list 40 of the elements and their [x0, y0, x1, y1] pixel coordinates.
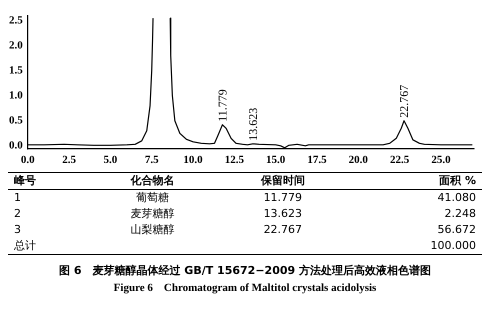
annotation: 11.779 — [216, 89, 230, 122]
text: 22.767 — [264, 223, 302, 236]
text: 总计 — [14, 239, 36, 252]
y-tick-label: 2.0 — [9, 39, 24, 52]
x-tick-label: 5.0 — [104, 154, 118, 166]
text: 13.623 — [264, 207, 302, 220]
text: 葡萄糖 — [136, 191, 169, 204]
text: 11.779 — [264, 191, 302, 204]
text: 保留时间 — [260, 174, 305, 187]
y-tick-label: 0.0 — [9, 140, 24, 152]
x-tick-label: 2.5 — [62, 154, 76, 166]
text: 山梨糖醇 — [130, 223, 174, 236]
y-tick-label: 0.5 — [9, 114, 24, 127]
text: 3 — [14, 223, 21, 236]
x-tick-label: 10.0 — [183, 154, 204, 166]
x-tick-label: 15.0 — [266, 154, 286, 166]
text: 化合物名 — [130, 174, 174, 187]
x-tick-label: 22.5 — [390, 154, 410, 166]
annotation: 13.623 — [246, 108, 260, 141]
text: 面积 % — [439, 174, 476, 187]
text: 麦芽糖醇 — [130, 207, 174, 220]
y-tick-label: 2.5 — [9, 14, 24, 26]
x-tick-label: 12.5 — [224, 154, 244, 166]
x-tick-label: 25.0 — [431, 154, 452, 166]
x-tick-label: 7.5 — [144, 154, 160, 166]
annotation: 22.767 — [397, 84, 412, 118]
text: 2 — [14, 207, 21, 220]
text: Figure 6 Chromatogram of Maltitol crystals acidolysis — [112, 281, 378, 295]
text: 2.248 — [444, 207, 476, 220]
x-tick-label: 20.0 — [348, 154, 368, 166]
text: 峰号 — [14, 174, 36, 187]
y-tick-label: 1.0 — [9, 90, 24, 102]
text: 图 6 麦芽糖醇晶体经过 GB/T 15672−2009 方法处理后高效液相色谱图 — [58, 263, 432, 278]
x-tick-label: 0.0 — [20, 154, 36, 166]
text: 56.672 — [438, 223, 476, 236]
y-tick-label: 1.5 — [9, 64, 24, 77]
text: 1 — [14, 191, 21, 204]
x-tick-label: 17.5 — [307, 154, 328, 166]
text: 100.000 — [430, 239, 476, 252]
text: 41.080 — [438, 191, 476, 204]
